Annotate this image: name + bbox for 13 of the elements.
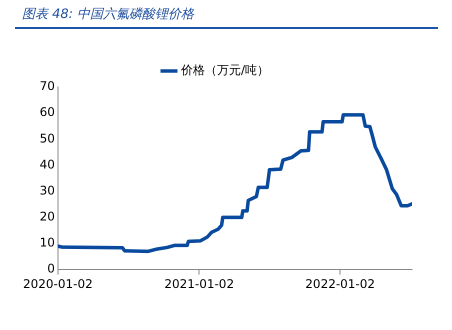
y-tick-label: 70 — [40, 79, 55, 94]
y-tick-label: 0 — [47, 262, 55, 276]
x-tick-label: 2021-01-02 — [164, 276, 234, 291]
y-tick-label: 30 — [40, 183, 55, 198]
y-tick-label: 50 — [40, 131, 55, 146]
x-tick-label: 2022-01-02 — [305, 276, 376, 291]
y-tick-label: 40 — [40, 157, 55, 172]
legend-label: 价格（万元/吨） — [180, 63, 270, 78]
y-tick-label: 10 — [40, 236, 55, 250]
y-tick-label: 60 — [40, 105, 55, 120]
x-tick-label: 2020-01-02 — [22, 276, 93, 291]
chart-title: 图表 48: 中国六氟磷酸锂价格 — [22, 6, 194, 23]
y-tick-label: 20 — [40, 210, 55, 224]
